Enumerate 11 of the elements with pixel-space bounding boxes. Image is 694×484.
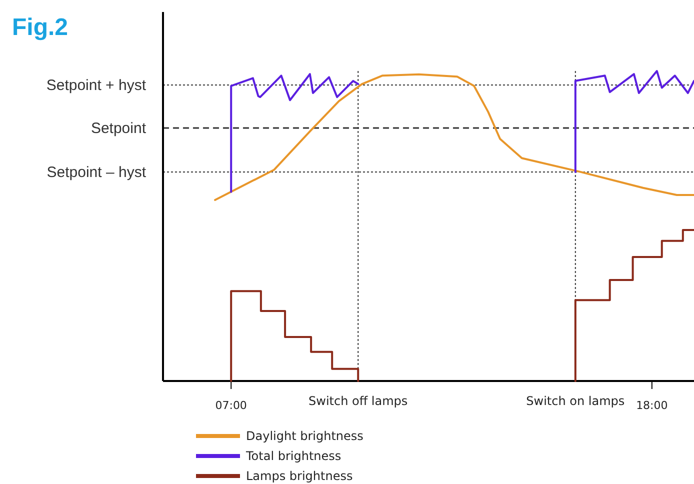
x-tick-label: 18:00 [636,399,668,412]
legend-label: Total brightness [245,449,342,463]
legend-label: Lamps brightness [246,469,353,483]
chart-title: Fig.2 [12,14,68,41]
ref-line-label: Switch on lamps [526,394,625,408]
legend-label: Daylight brightness [246,429,364,443]
x-tick-label: 07:00 [215,399,247,412]
ref-line-label: Switch off lamps [308,394,408,408]
ref-line-label: Setpoint + hyst [46,76,147,94]
ref-line-label: Setpoint [90,120,147,138]
ref-line-label: Setpoint – hyst [46,164,147,182]
